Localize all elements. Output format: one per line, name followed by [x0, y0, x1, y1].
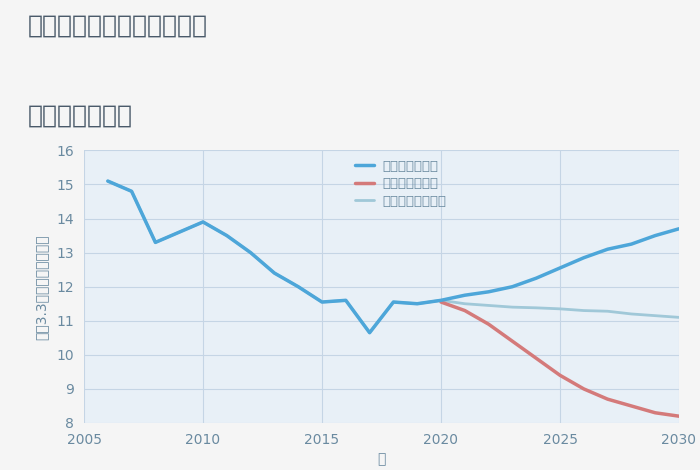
- Text: 土地の価格推移: 土地の価格推移: [28, 103, 133, 127]
- Legend: グッドシナリオ, バッドシナリオ, ノーマルシナリオ: グッドシナリオ, バッドシナリオ, ノーマルシナリオ: [355, 160, 447, 208]
- Y-axis label: 坪（3.3㎡）単価（万円）: 坪（3.3㎡）単価（万円）: [34, 234, 48, 339]
- Text: 三重県桑名市長島町平方の: 三重県桑名市長島町平方の: [28, 14, 208, 38]
- X-axis label: 年: 年: [377, 452, 386, 466]
